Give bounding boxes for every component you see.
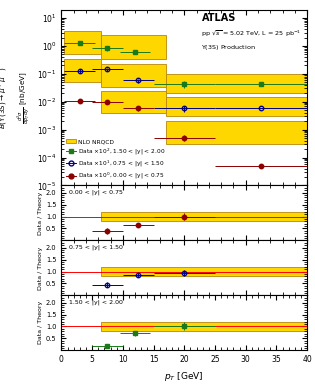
Bar [166,121,307,144]
Text: 0.00 < |y| < 0.75: 0.00 < |y| < 0.75 [69,189,123,195]
Y-axis label: Data / Theory: Data / Theory [38,301,43,345]
Bar [101,64,166,87]
Bar [65,31,101,54]
Bar [166,97,307,116]
Text: 0.75 < |y| < 1.50: 0.75 < |y| < 1.50 [69,244,123,250]
Bar [65,59,101,82]
Y-axis label: $B(\Upsilon(3S){\to}\mu^+\mu^-)$
$\frac{d^2\sigma}{dp_T\,dy}$ [nb/GeV]: $B(\Upsilon(3S){\to}\mu^+\mu^-)$ $\frac{… [0,66,33,129]
Text: 1.50 < |y| < 2.00: 1.50 < |y| < 2.00 [69,299,123,305]
Bar [101,212,307,221]
Y-axis label: Data / Theory: Data / Theory [38,191,43,234]
Bar [101,267,307,276]
Bar [101,322,307,331]
Bar [101,90,166,113]
Legend: NLO NRQCD, Data $\times 10^2$, 1.50 < |y| < 2.00, Data $\times 10^1$, 0.75 < |y|: NLO NRQCD, Data $\times 10^2$, 1.50 < |y… [64,138,167,182]
Bar [166,74,307,93]
Y-axis label: Data / Theory: Data / Theory [38,246,43,290]
Text: pp $\sqrt{s}$ = 5.02 TeV, L = 25 pb$^{-1}$: pp $\sqrt{s}$ = 5.02 TeV, L = 25 pb$^{-1… [202,29,302,39]
Bar [101,35,166,59]
Text: ATLAS: ATLAS [202,13,236,23]
Text: $\Upsilon$(3S) Production: $\Upsilon$(3S) Production [202,43,256,52]
X-axis label: $p_T$ [GeV]: $p_T$ [GeV] [164,370,204,383]
